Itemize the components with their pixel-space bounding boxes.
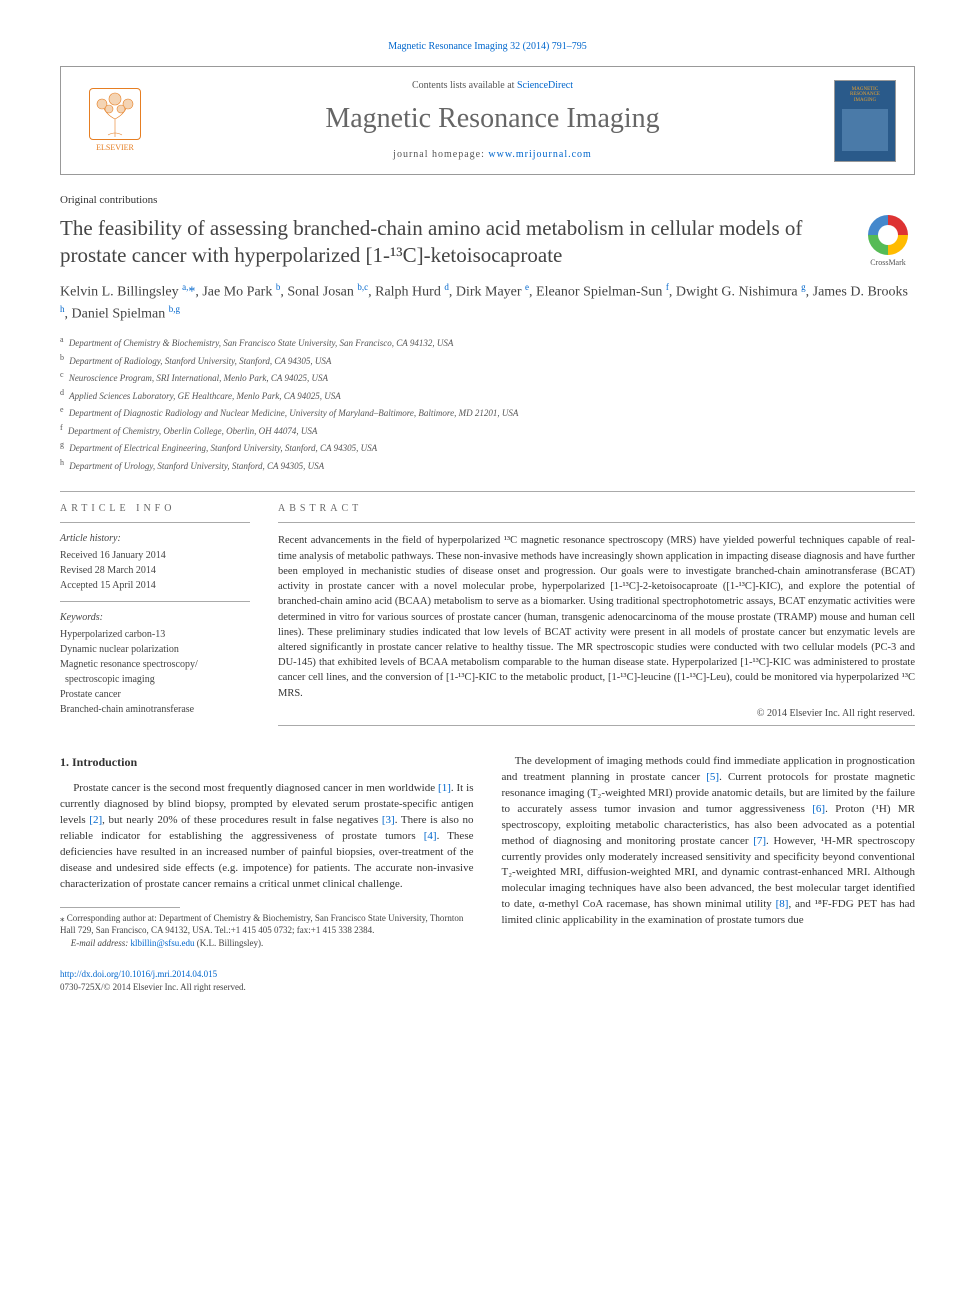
- citation-link[interactable]: [3]: [382, 814, 395, 826]
- footnotes: ⁎ Corresponding author at: Department of…: [60, 912, 474, 950]
- abstract-copyright: © 2014 Elsevier Inc. All right reserved.: [278, 707, 915, 721]
- intro-paragraph-2: The development of imaging methods could…: [502, 754, 916, 929]
- citation-link[interactable]: [6]: [812, 803, 825, 815]
- crossmark-badge[interactable]: CrossMark: [861, 215, 915, 268]
- affiliation-line: a Department of Chemistry & Biochemistry…: [60, 334, 915, 351]
- affiliation-line: g Department of Electrical Engineering, …: [60, 439, 915, 456]
- journal-header: ELSEVIER Contents lists available at Sci…: [60, 66, 915, 175]
- history-line: Revised 28 March 2014: [60, 563, 250, 578]
- abstract-heading: ABSTRACT: [278, 492, 915, 522]
- article-title: The feasibility of assessing branched-ch…: [60, 215, 845, 270]
- author-list: Kelvin L. Billingsley a,*, Jae Mo Park b…: [60, 281, 915, 324]
- citation-link[interactable]: [4]: [424, 830, 437, 842]
- corresponding-email-link[interactable]: klbillin@sfsu.edu: [130, 938, 194, 948]
- article-history: Article history: Received 16 January 201…: [60, 523, 250, 601]
- history-line: Received 16 January 2014: [60, 548, 250, 563]
- sciencedirect-link[interactable]: ScienceDirect: [517, 80, 573, 91]
- elsevier-logo: ELSEVIER: [79, 81, 151, 161]
- history-line: Accepted 15 April 2014: [60, 578, 250, 593]
- affiliations: a Department of Chemistry & Biochemistry…: [60, 334, 915, 473]
- affiliation-line: b Department of Radiology, Stanford Univ…: [60, 352, 915, 369]
- doi-block: http://dx.doi.org/10.1016/j.mri.2014.04.…: [60, 968, 474, 994]
- journal-reference: Magnetic Resonance Imaging 32 (2014) 791…: [60, 40, 915, 54]
- footnote-separator: [60, 907, 180, 908]
- doi-link[interactable]: http://dx.doi.org/10.1016/j.mri.2014.04.…: [60, 969, 217, 979]
- citation-link[interactable]: [2]: [89, 814, 102, 826]
- keyword-line: spectroscopic imaging: [60, 672, 250, 687]
- keywords: Keywords: Hyperpolarized carbon-13Dynami…: [60, 602, 250, 725]
- contents-available: Contents lists available at ScienceDirec…: [165, 79, 820, 93]
- citation-link[interactable]: [5]: [706, 771, 719, 783]
- email-label: E-mail address:: [71, 938, 128, 948]
- journal-title: Magnetic Resonance Imaging: [165, 99, 820, 138]
- keyword-line: Branched-chain aminotransferase: [60, 702, 250, 717]
- keyword-line: Dynamic nuclear polarization: [60, 642, 250, 657]
- citation-link[interactable]: [7]: [753, 835, 766, 847]
- citation-link[interactable]: [1]: [438, 782, 451, 794]
- affiliation-line: h Department of Urology, Stanford Univer…: [60, 457, 915, 474]
- section-heading-intro: 1. Introduction: [60, 754, 474, 771]
- keyword-line: Magnetic resonance spectroscopy/: [60, 657, 250, 672]
- article-body: 1. Introduction Prostate cancer is the s…: [60, 754, 915, 994]
- abstract-text: Recent advancements in the field of hype…: [278, 523, 915, 700]
- affiliation-line: c Neuroscience Program, SRI Internationa…: [60, 369, 915, 386]
- citation-link[interactable]: [8]: [776, 898, 789, 910]
- intro-paragraph-1: Prostate cancer is the second most frequ…: [60, 781, 474, 893]
- journal-homepage: journal homepage: www.mrijournal.com: [165, 148, 820, 162]
- elsevier-label: ELSEVIER: [96, 142, 134, 153]
- article-type: Original contributions: [60, 193, 915, 208]
- keyword-line: Hyperpolarized carbon-13: [60, 627, 250, 642]
- keyword-line: Prostate cancer: [60, 687, 250, 702]
- corresponding-author-note: ⁎ Corresponding author at: Department of…: [60, 912, 474, 937]
- affiliation-line: f Department of Chemistry, Oberlin Colle…: [60, 422, 915, 439]
- email-attribution: (K.L. Billingsley).: [197, 938, 264, 948]
- homepage-link[interactable]: www.mrijournal.com: [488, 149, 591, 160]
- affiliation-line: e Department of Diagnostic Radiology and…: [60, 404, 915, 421]
- affiliation-line: d Applied Sciences Laboratory, GE Health…: [60, 387, 915, 404]
- journal-cover-thumbnail: MAGNETIC RESONANCE IMAGING: [834, 80, 896, 162]
- issn-copyright: 0730-725X/© 2014 Elsevier Inc. All right…: [60, 982, 246, 992]
- article-info-heading: ARTICLE INFO: [60, 492, 250, 522]
